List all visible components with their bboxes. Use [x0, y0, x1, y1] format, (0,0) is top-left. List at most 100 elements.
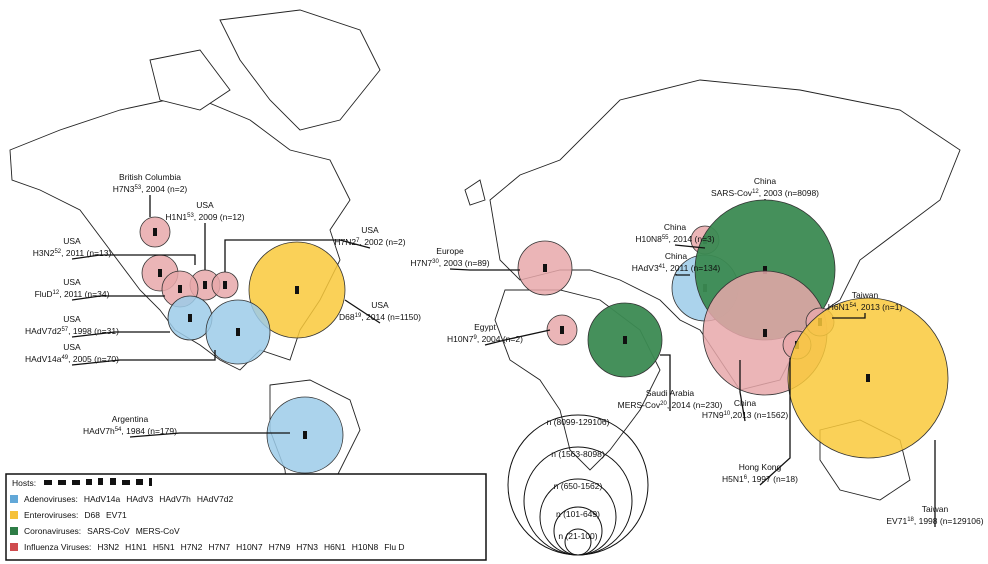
group-member: H10N7 [236, 542, 263, 552]
host-icon [236, 328, 240, 336]
leader-line [759, 358, 791, 486]
legend-groups: Adenoviruses: HAdV14a HAdV3 HAdV7h HAdV7d2 En… [10, 494, 405, 552]
outbreak-virus: H1N1 [165, 212, 187, 222]
outbreak-detail: H5N16, 1997 (n=18) [722, 474, 798, 484]
outbreak-detail: , 2014 (n=230) [667, 400, 723, 410]
size-label: n (1563-8098) [551, 449, 605, 459]
leader-line [129, 432, 290, 438]
outbreak-detail: , 2003 (n=8098) [759, 188, 819, 198]
outbreak-virus: MERS-Cov [618, 400, 661, 410]
host-icon [223, 281, 227, 289]
host-icon [560, 326, 564, 334]
outbreak-place: Egypt [474, 322, 496, 332]
outbreak-detail: HAdV7h54, 1984 (n=179) [83, 426, 177, 436]
outbreak-place: USA [63, 342, 81, 352]
outbreak-place: Europe [436, 246, 464, 256]
outbreak-ref: 7 [356, 238, 360, 244]
outbreak-virus: H7N3 [113, 184, 135, 194]
host-icon [188, 314, 192, 322]
group-name: Influenza Viruses: [24, 542, 91, 552]
outbreak-place: China [734, 398, 756, 408]
outbreak-ref: 30 [432, 259, 439, 265]
outbreak-place: USA [196, 200, 214, 210]
leader-line [484, 329, 551, 346]
leader-line [675, 274, 690, 276]
outbreak-detail: , 2005 (n=70) [68, 354, 119, 364]
labels: British Columbia H7N353, 2004 (n=2) USA H1N… [25, 172, 984, 527]
legend-swatch [10, 511, 18, 519]
legend-group: Enteroviruses: D68 EV71 [24, 510, 127, 520]
size-circle [564, 528, 592, 556]
outbreak-place: China [665, 251, 687, 261]
outbreak-ref: 20 [660, 401, 667, 407]
legend-swatch [10, 527, 18, 535]
outbreak-virus: D68 [339, 312, 355, 322]
group-name: Coronaviruses: [24, 526, 81, 536]
outbreak-ref: 52 [54, 249, 61, 255]
group-member: HAdV3 [126, 494, 153, 504]
outbreak-place: British Columbia [119, 172, 181, 182]
leader-line [739, 360, 746, 422]
outbreak-place: USA [63, 236, 81, 246]
outbreak-detail: H7N730, 2003 (n=89) [410, 258, 489, 268]
outbreak-detail: HAdV14a49, 2005 (n=70) [25, 354, 119, 364]
leader-line [449, 268, 520, 271]
outbreak-detail: , 1984 (n=179) [121, 426, 177, 436]
outbreak-place: USA [63, 277, 81, 287]
legend-group: Coronaviruses: SARS-CoV MERS-CoV [24, 526, 180, 536]
group-member: H10N8 [352, 542, 379, 552]
outbreak-detail: D6819, 2014 (n=1150) [339, 312, 421, 322]
leader-line [71, 295, 165, 301]
host-icon [866, 374, 870, 382]
group-member: H5N1 [153, 542, 175, 552]
outbreak-ref: 53 [134, 185, 141, 191]
legend: Hosts: Adenoviruses: HAdV14a HAdV3 HAdV7h HA… [5, 473, 487, 561]
outbreak-place: Hong Kong [739, 462, 782, 472]
host-icon [303, 431, 307, 439]
size-label: n (101-649) [556, 509, 600, 519]
outbreak-detail: H7N353, 2004 (n=2) [113, 184, 188, 194]
outbreak-ref: 12 [53, 290, 60, 296]
outbreak-detail: , 1998 (n=31) [68, 326, 119, 336]
outbreak-detail: HAdV7d257, 1998 (n=31) [25, 326, 119, 336]
outbreak-virus: H10N7 [447, 334, 474, 344]
outbreak-virus: H7N9 [702, 410, 724, 420]
outbreak-detail: , 2011 (n=134) [665, 263, 720, 273]
group-member: D68 [84, 510, 100, 520]
leader-line [71, 331, 170, 338]
group-member: H6N1 [324, 542, 346, 552]
group-member: HAdV7d2 [197, 494, 234, 504]
legend-swatch [10, 543, 18, 551]
host-icon [763, 266, 767, 274]
legend-box [5, 473, 487, 561]
outbreak-detail: , 2014 (n=3) [669, 234, 715, 244]
outbreak-ref: 55 [662, 235, 669, 241]
size-label: n (21-100) [558, 531, 597, 541]
outbreak-detail: , 2014 (n=1150) [361, 312, 421, 322]
outbreak-detail: H3N252, 2011 (n=13) [33, 248, 112, 258]
outbreak-detail: H10N855, 2014 (n=3) [635, 234, 714, 244]
group-member: H7N2 [181, 542, 203, 552]
leader-line [660, 354, 671, 411]
host-icon [203, 281, 207, 289]
outbreak-virus: H6N1 [828, 302, 850, 312]
outbreak-ref: 10 [724, 411, 731, 417]
outbreak-detail: H7N910,2013 (n=1562) [702, 410, 788, 420]
outbreak-place: China [664, 222, 686, 232]
outbreak-detail: MERS-Cov20, 2014 (n=230) [618, 400, 723, 410]
host-icon [763, 329, 767, 337]
outbreak-ref: 19 [355, 313, 362, 319]
legend-swatch [10, 495, 18, 503]
outbreak-virus: H10N8 [635, 234, 662, 244]
outbreak-detail: , 1998 (n=129106) [914, 516, 984, 526]
outbreak-place: Taiwan [852, 290, 879, 300]
group-member: H3N2 [97, 542, 119, 552]
outbreak-detail: , 2013 (n=1) [856, 302, 902, 312]
outbreak-place: USA [371, 300, 389, 310]
outbreak-detail: , 2009 (n=12) [194, 212, 245, 222]
outbreak-ref: 41 [659, 264, 666, 270]
group-member: HAdV14a [84, 494, 121, 504]
legend-group: Influenza Viruses: H3N2 H1N1 H5N1 H7N2 H7N7 H1… [24, 542, 405, 552]
outbreak-detail: EV7118, 1998 (n=129106) [886, 516, 983, 526]
